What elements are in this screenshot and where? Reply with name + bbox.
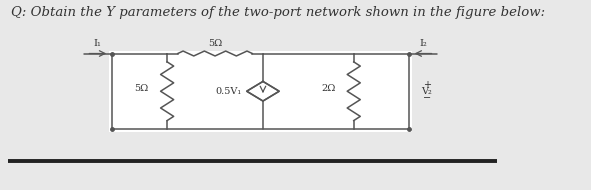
Text: 5Ω: 5Ω xyxy=(134,84,148,93)
Text: I₂: I₂ xyxy=(420,39,427,48)
Text: 0.5V₁: 0.5V₁ xyxy=(215,87,242,96)
Text: +: + xyxy=(423,80,431,90)
Text: −: − xyxy=(423,93,431,103)
Text: V₂: V₂ xyxy=(421,87,432,96)
Text: Q: Obtain the Y parameters of the two-port network shown in the figure below:: Q: Obtain the Y parameters of the two-po… xyxy=(11,6,545,19)
Text: I₁: I₁ xyxy=(93,39,102,48)
FancyBboxPatch shape xyxy=(109,51,412,132)
Text: 2Ω: 2Ω xyxy=(322,84,336,93)
Text: 5Ω: 5Ω xyxy=(208,39,222,48)
Polygon shape xyxy=(246,82,279,101)
